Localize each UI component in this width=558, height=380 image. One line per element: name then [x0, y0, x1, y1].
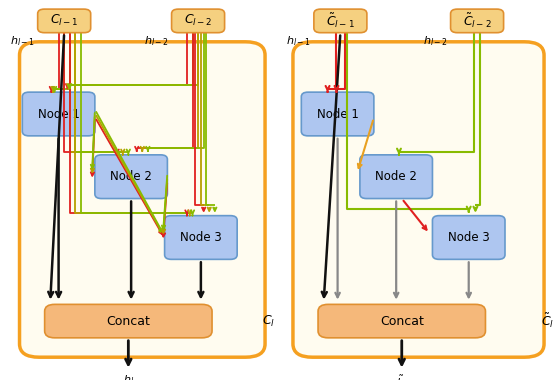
Text: Node 2: Node 2	[375, 170, 417, 183]
Text: Node 1: Node 1	[316, 108, 359, 120]
Text: $\tilde{C}_l$: $\tilde{C}_l$	[541, 312, 555, 330]
FancyBboxPatch shape	[20, 42, 265, 357]
FancyBboxPatch shape	[360, 155, 432, 198]
Text: $h_{l-1}$: $h_{l-1}$	[10, 35, 35, 48]
Text: $C_{l-1}$: $C_{l-1}$	[50, 13, 79, 28]
FancyBboxPatch shape	[165, 216, 237, 259]
FancyBboxPatch shape	[432, 216, 505, 259]
Text: Concat: Concat	[107, 315, 150, 328]
FancyBboxPatch shape	[45, 304, 212, 338]
FancyBboxPatch shape	[314, 9, 367, 33]
Text: $C_l$: $C_l$	[262, 314, 276, 329]
Text: $h_{l-2}$: $h_{l-2}$	[423, 35, 448, 48]
FancyBboxPatch shape	[22, 92, 95, 136]
Text: $\tilde{h}_l$: $\tilde{h}_l$	[396, 374, 407, 380]
FancyBboxPatch shape	[172, 9, 224, 33]
Text: Node 3: Node 3	[180, 231, 222, 244]
FancyBboxPatch shape	[451, 9, 503, 33]
FancyBboxPatch shape	[293, 42, 544, 357]
Text: $C_{l-2}$: $C_{l-2}$	[184, 13, 213, 28]
FancyBboxPatch shape	[301, 92, 374, 136]
FancyBboxPatch shape	[95, 155, 167, 198]
Text: $\tilde{C}_{l-1}$: $\tilde{C}_{l-1}$	[326, 12, 355, 30]
Text: Node 2: Node 2	[110, 170, 152, 183]
FancyBboxPatch shape	[38, 9, 90, 33]
Text: $h_l$: $h_l$	[123, 374, 134, 380]
Text: Concat: Concat	[380, 315, 424, 328]
FancyBboxPatch shape	[318, 304, 485, 338]
Text: Node 1: Node 1	[37, 108, 80, 120]
Text: $h_{l-1}$: $h_{l-1}$	[286, 35, 311, 48]
Text: $h_{l-2}$: $h_{l-2}$	[144, 35, 169, 48]
Text: $\tilde{C}_{l-2}$: $\tilde{C}_{l-2}$	[463, 12, 492, 30]
Text: Node 3: Node 3	[448, 231, 489, 244]
